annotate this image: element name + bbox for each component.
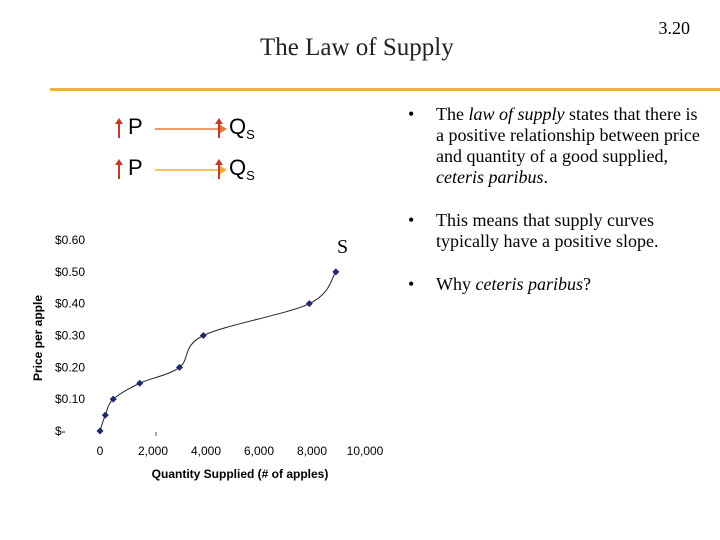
price-quantity-relation-row-2: P QS (114, 155, 274, 183)
bullet-why-ceteris-paribus: Why ceteris paribus? (405, 274, 705, 295)
title-divider (50, 88, 720, 91)
x-axis-ticks: 0 2,000 4,000 6,000 8,000 10,000 (97, 432, 384, 458)
y-tick-label: $0.20 (55, 360, 85, 374)
supply-data-point (136, 379, 144, 387)
bullet-law-of-supply: The law of supply states that there is a… (405, 104, 705, 188)
x-tick-label: 2,000 (138, 444, 168, 458)
right-arrow-icon (155, 165, 227, 175)
x-tick-label: 6,000 (244, 444, 274, 458)
y-tick-label: $0.10 (55, 392, 85, 406)
quantity-supplied-symbol: QS (229, 114, 255, 142)
slide-number: 3.20 (658, 18, 691, 38)
supply-data-point (199, 332, 207, 339)
supply-data-point (109, 395, 117, 403)
bullet-list: The law of supply states that there is a… (405, 104, 705, 317)
price-quantity-relation-row-1: P QS (114, 114, 274, 142)
bullet-positive-slope: This means that supply curves typically … (405, 210, 705, 252)
supply-curve-label: S (337, 236, 348, 258)
supply-data-point (96, 427, 104, 435)
supply-data-point (332, 268, 340, 276)
x-tick-label: 0 (97, 444, 104, 458)
supply-data-point (176, 363, 183, 371)
supply-curve-points (96, 268, 340, 435)
y-tick-label: $0.60 (55, 233, 85, 247)
right-arrow-icon (155, 124, 227, 134)
y-tick-label: $0.40 (55, 297, 85, 311)
y-axis-title: Price per apple (31, 295, 45, 381)
quantity-supplied-symbol: QS (229, 155, 255, 183)
up-arrow-icon (215, 118, 223, 138)
supply-curve-line (99, 271, 337, 432)
slide-title: The Law of Supply (260, 34, 454, 61)
up-arrow-icon (115, 118, 123, 138)
y-tick-label: $- (55, 424, 66, 438)
x-tick-label: 8,000 (297, 444, 327, 458)
y-tick-label: $0.30 (55, 329, 85, 343)
x-axis-title: Quantity Supplied (# of apples) (152, 467, 329, 481)
x-tick-label: 10,000 (347, 444, 384, 458)
y-tick-label: $0.50 (55, 265, 85, 279)
up-arrow-icon (115, 159, 123, 179)
y-axis-ticks: $- $0.10 $0.20 $0.30 $0.40 $0.50 $0.60 (55, 233, 85, 438)
price-symbol: P (128, 114, 143, 139)
supply-data-point (101, 411, 109, 419)
x-tick-label: 4,000 (191, 444, 221, 458)
price-symbol: P (128, 155, 143, 180)
up-arrow-icon (215, 159, 223, 179)
supply-data-point (305, 300, 313, 308)
